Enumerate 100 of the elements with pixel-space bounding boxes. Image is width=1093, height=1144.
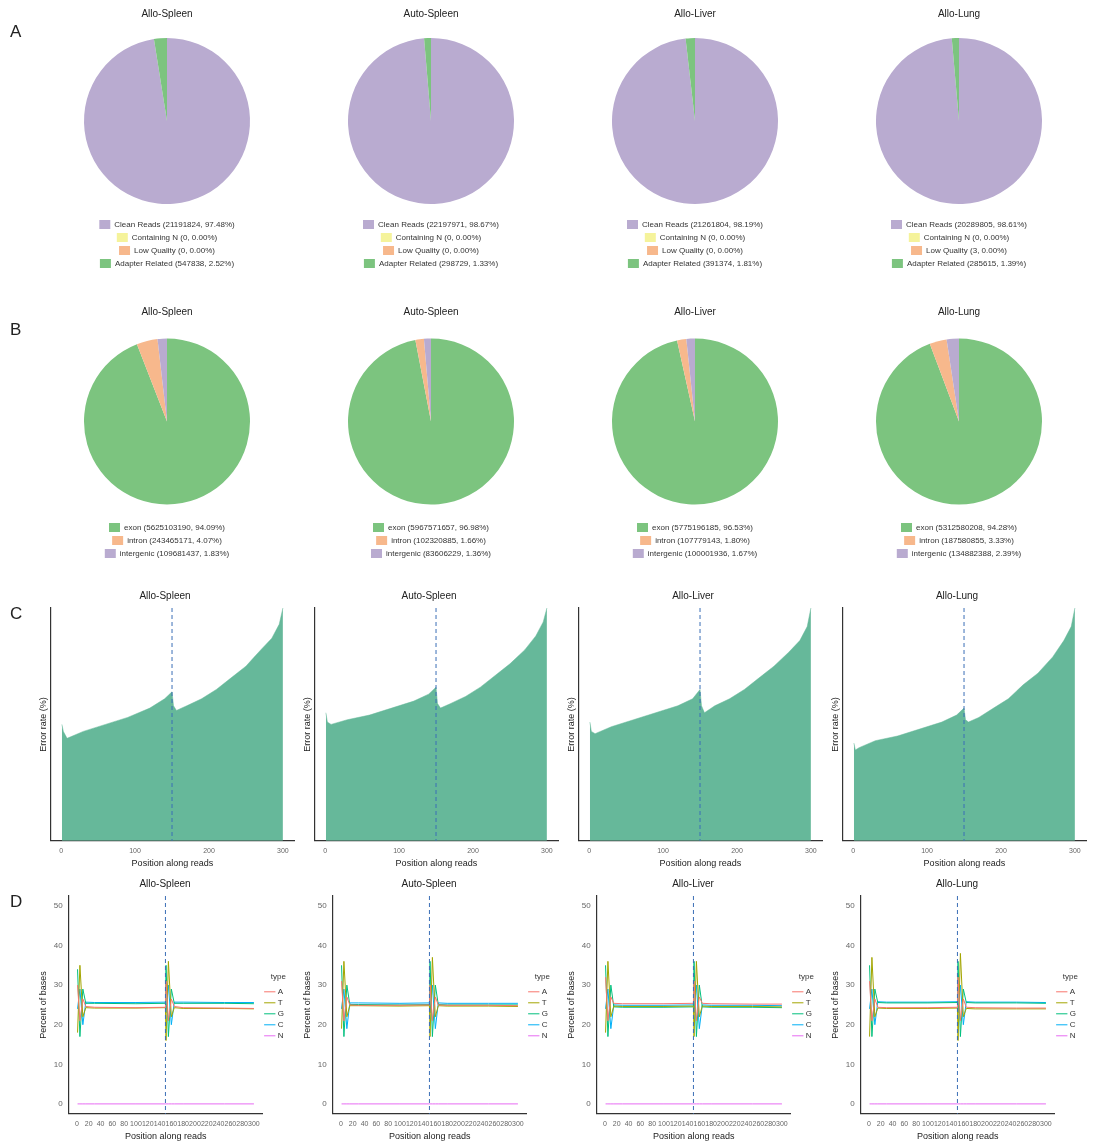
legend-label: intergenic (134882388, 2.39%) xyxy=(911,548,1022,558)
legend-label: intergenic (109681437, 1.83%) xyxy=(119,548,230,558)
y-tick-label: 40 xyxy=(581,940,592,950)
y-tick-label: 10 xyxy=(845,1059,856,1069)
text: A xyxy=(10,22,22,42)
legend-label: Low Quality (0, 0.00%) xyxy=(662,245,744,255)
chart-title: Allo-Liver xyxy=(674,305,717,317)
chart-title: Allo-Liver xyxy=(672,877,715,889)
y-axis-title: Percent of bases xyxy=(37,970,48,1039)
y-axis-title: Error rate (%) xyxy=(301,697,312,752)
legend-label: Low Quality (0, 0.00%) xyxy=(134,245,216,255)
y-tick-label: 0 xyxy=(586,1099,592,1109)
legend-label: Containing N (0, 0.00%) xyxy=(131,232,218,242)
legend-label: Clean Reads (20289805, 98.61%) xyxy=(906,219,1028,229)
chart-title: Allo-Spleen xyxy=(139,877,191,889)
x-axis-title: Position along reads xyxy=(388,1131,472,1142)
y-tick-label: 0 xyxy=(58,1099,64,1109)
legend-label: G xyxy=(541,1009,549,1018)
y-tick-label: 50 xyxy=(317,901,328,911)
legend-label: intron (187580855, 3.33%) xyxy=(919,535,1015,545)
legend-label: C xyxy=(1069,1020,1076,1029)
legend-label: T xyxy=(1069,998,1075,1007)
legend-label: exon (5775196185, 96.53%) xyxy=(652,522,754,532)
text: B xyxy=(10,320,22,340)
x-axis-title: Position along reads xyxy=(916,1131,1000,1142)
legend-label: Clean Reads (21191824, 97.48%) xyxy=(114,219,236,229)
y-tick-label: 20 xyxy=(317,1019,328,1029)
y-tick-label: 30 xyxy=(581,980,592,990)
y-tick-label: 30 xyxy=(845,980,856,990)
y-axis-title: Percent of bases xyxy=(829,970,840,1039)
legend-label: A xyxy=(1069,987,1076,996)
chart-title: Auto-Spleen xyxy=(403,7,459,19)
legend-label: G xyxy=(1069,1009,1077,1018)
legend-label: A xyxy=(805,987,812,996)
legend-label: A xyxy=(541,987,548,996)
legend-label: C xyxy=(805,1020,812,1029)
legend-label: Containing N (0, 0.00%) xyxy=(659,232,746,242)
y-tick-label: 30 xyxy=(53,980,64,990)
legend-label: C xyxy=(277,1020,284,1029)
y-tick-label: 40 xyxy=(845,940,856,950)
legend-label: intron (102320885, 1.66%) xyxy=(391,535,487,545)
legend-label: Adapter Related (285615, 1.39%) xyxy=(906,258,1027,268)
legend-label: N xyxy=(541,1031,548,1040)
legend-label: T xyxy=(805,998,811,1007)
legend-label: G xyxy=(277,1009,285,1018)
legend-label: intron (243465171, 4.07%) xyxy=(127,535,223,545)
y-axis-title: Error rate (%) xyxy=(829,697,840,752)
legend-label: N xyxy=(1069,1031,1076,1040)
legend-label: G xyxy=(805,1009,813,1018)
y-tick-label: 10 xyxy=(53,1059,64,1069)
legend-label: Clean Reads (22197971, 98.67%) xyxy=(378,219,500,229)
chart-title: Allo-Lung xyxy=(937,7,981,19)
legend-label: C xyxy=(541,1020,548,1029)
chart-title: Allo-Spleen xyxy=(139,589,191,601)
legend-label: T xyxy=(277,998,283,1007)
legend-label: Containing N (0, 0.00%) xyxy=(923,232,1010,242)
chart-title: Auto-Spleen xyxy=(401,589,457,601)
legend-title: type xyxy=(270,972,287,982)
y-tick-label: 0 xyxy=(850,1099,856,1109)
y-tick-label: 40 xyxy=(317,940,328,950)
legend-label: Containing N (0, 0.00%) xyxy=(395,232,482,242)
legend-label: intron (107779143, 1.80%) xyxy=(655,535,751,545)
text: C xyxy=(10,604,23,624)
chart-title: Allo-Lung xyxy=(935,589,979,601)
legend-label: Low Quality (3, 0.00%) xyxy=(926,245,1008,255)
chart-title: Allo-Liver xyxy=(672,589,715,601)
x-axis-title: Position along reads xyxy=(659,858,742,869)
legend-label: intergenic (83606229, 1.36%) xyxy=(386,548,492,558)
y-axis-title: Percent of bases xyxy=(565,970,576,1039)
y-tick-label: 20 xyxy=(581,1019,592,1029)
chart-title: Auto-Spleen xyxy=(403,305,459,317)
legend-title: type xyxy=(534,972,551,982)
legend-label: Adapter Related (391374, 1.81%) xyxy=(642,258,763,268)
legend-label: N xyxy=(805,1031,812,1040)
legend-label: exon (5967571657, 96.98%) xyxy=(388,522,490,532)
y-tick-label: 50 xyxy=(581,901,592,911)
y-tick-label: 20 xyxy=(845,1019,856,1029)
x-axis-title: Position along reads xyxy=(652,1131,736,1142)
legend-label: Low Quality (0, 0.00%) xyxy=(398,245,480,255)
chart-title: Allo-Lung xyxy=(935,877,979,889)
legend-label: exon (5312580208, 94.28%) xyxy=(916,522,1018,532)
legend-label: A xyxy=(277,987,284,996)
legend-label: exon (5625103190, 94.09%) xyxy=(124,522,226,532)
legend-label: intergenic (100001936, 1.67%) xyxy=(647,548,758,558)
legend-label: Adapter Related (298729, 1.33%) xyxy=(378,258,499,268)
y-axis-title: Error rate (%) xyxy=(37,697,48,752)
y-tick-label: 20 xyxy=(53,1019,64,1029)
y-tick-label: 10 xyxy=(317,1059,328,1069)
legend-title: type xyxy=(1062,972,1079,982)
chart-title: Allo-Lung xyxy=(937,305,981,317)
legend-label: T xyxy=(541,998,547,1007)
y-tick-label: 30 xyxy=(317,980,328,990)
text: D xyxy=(10,892,23,912)
y-tick-label: 50 xyxy=(845,901,856,911)
chart-title: Allo-Liver xyxy=(674,7,717,19)
y-axis-title: Error rate (%) xyxy=(565,697,576,752)
x-axis-title: Position along reads xyxy=(131,858,214,869)
legend-title: type xyxy=(798,972,815,982)
y-axis-title: Percent of bases xyxy=(301,970,312,1039)
chart-title: Allo-Spleen xyxy=(141,305,193,317)
